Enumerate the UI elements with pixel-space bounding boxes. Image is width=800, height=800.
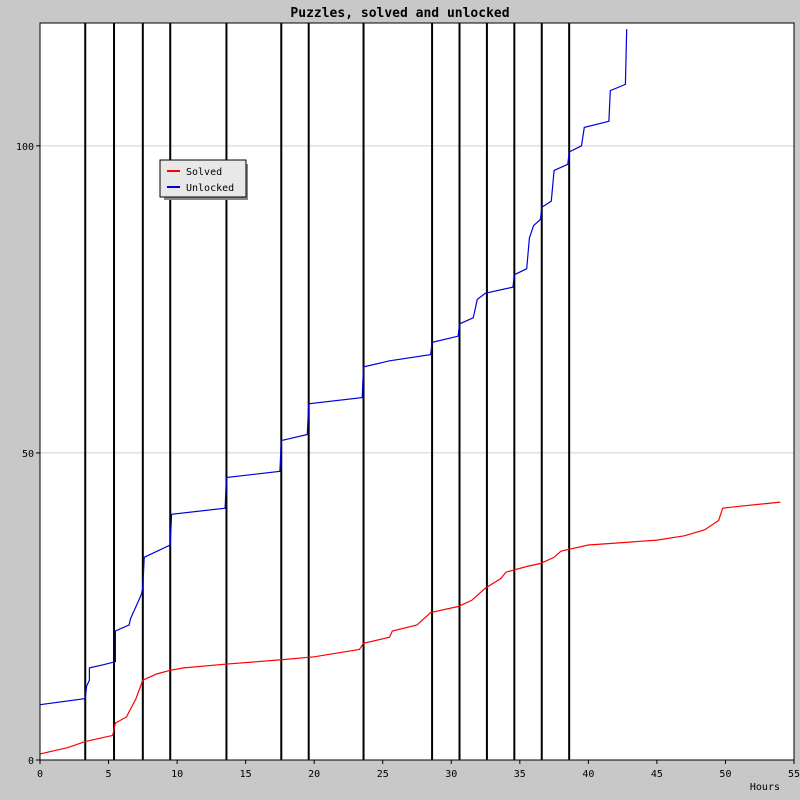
y-axis-ticks: 0 50 100: [16, 142, 40, 767]
x-tick-label-50: 50: [719, 769, 731, 780]
x-tick-label-55: 55: [788, 769, 800, 780]
x-tick-label-25: 25: [377, 769, 389, 780]
x-tick-label-0: 0: [37, 769, 43, 780]
x-tick-label-30: 30: [445, 769, 457, 780]
series-lines: [39, 29, 781, 755]
y-tick-label-50: 50: [22, 449, 34, 460]
plot-area: [40, 23, 794, 760]
legend-label-unlocked: Unlocked: [186, 183, 234, 194]
chart-title: Puzzles, solved and unlocked: [290, 6, 509, 21]
x-tick-label-40: 40: [582, 769, 594, 780]
x-tick-label-5: 5: [106, 769, 112, 780]
x-tick-label-10: 10: [171, 769, 183, 780]
y-tick-label-100: 100: [16, 142, 34, 153]
legend: Solved Unlocked: [159, 159, 248, 200]
x-axis-label: Hours: [750, 782, 780, 793]
horizontal-grid: [40, 145, 794, 454]
plot-frame: [39, 22, 795, 761]
x-tick-label-35: 35: [514, 769, 526, 780]
x-tick-label-45: 45: [651, 769, 663, 780]
x-tick-label-20: 20: [308, 769, 320, 780]
legend-box: [159, 159, 247, 198]
vertical-markers: [84, 23, 571, 760]
series-line-solved: [39, 501, 781, 755]
x-axis-ticks: 0 5 10 15 20 25 30 35 40 45 50 55: [37, 760, 800, 780]
x-tick-label-15: 15: [240, 769, 252, 780]
series-line-unlocked: [39, 29, 628, 706]
legend-label-solved: Solved: [186, 167, 222, 178]
y-tick-label-0: 0: [28, 756, 34, 767]
